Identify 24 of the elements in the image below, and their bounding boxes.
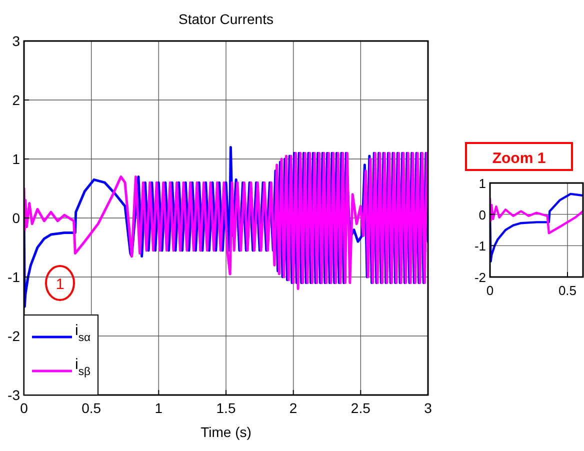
y-tick-label: -1 [474, 238, 486, 254]
x-axis-title: Time (s) [200, 424, 252, 440]
x-tick-label: 1.5 [216, 400, 236, 416]
chart-title: Stator Currents [178, 11, 274, 27]
legend-label: i$_{sβ}$ [75, 356, 91, 378]
y-tick-label: 1 [12, 151, 20, 167]
x-tick-label: 3 [424, 400, 432, 416]
line-series [490, 192, 583, 262]
y-tick-label: 0 [478, 207, 486, 222]
y-tick-label: 1 [478, 176, 486, 191]
y-tick-label: -2 [8, 328, 20, 344]
y-tick-label: 2 [12, 92, 20, 108]
x-tick-label: 0.5 [558, 283, 577, 298]
x-tick-label: 2 [289, 400, 298, 416]
y-tick-label: -2 [474, 270, 486, 285]
x-tick-label: 0.5 [82, 400, 102, 416]
chart-title: Zoom 1 [492, 150, 546, 167]
x-tick-label: 1 [154, 400, 163, 416]
x-tick-label: 2.5 [350, 400, 371, 416]
y-tick-label: 0 [12, 210, 20, 226]
legend-label: i$_{sα}$ [75, 322, 91, 344]
y-tick-label: -3 [8, 387, 20, 403]
y-tick-label: 3 [12, 33, 20, 49]
y-tick-label: -1 [8, 269, 20, 285]
